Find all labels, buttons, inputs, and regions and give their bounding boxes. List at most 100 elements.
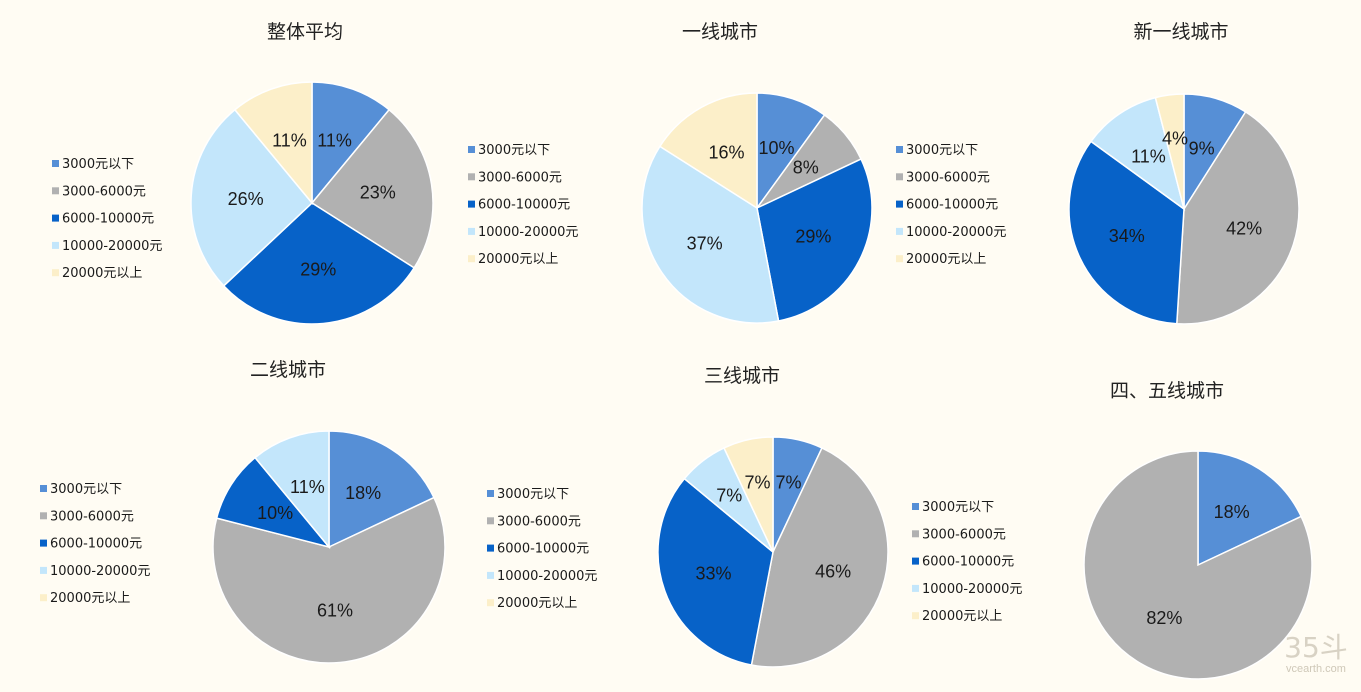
legend-swatch (912, 503, 919, 510)
legend-label: 3000-6000元 (922, 527, 1006, 542)
data-label: 33% (695, 563, 731, 583)
legends-layer: 3000元以下 3000-6000元 6000-10000元 10000-20000元… (40, 143, 1022, 624)
legend-swatch (487, 517, 494, 525)
legend: 3000元以下 3000-6000元 6000-10000元 10000-20000元… (40, 482, 150, 606)
legend-swatch (896, 227, 903, 235)
pie-chart: 10%8% 29% 37% 16% (641, 92, 873, 324)
legend-label: 10000-20000元 (50, 564, 150, 579)
chart-title: 一线城市 (682, 21, 758, 43)
legend-label: 10000-20000元 (906, 225, 1006, 240)
legend-label: 3000-6000元 (50, 509, 134, 524)
pie-slice (723, 436, 774, 553)
legend-label: 3000元以下 (497, 487, 569, 502)
pie-slice (190, 108, 314, 287)
pie-chart: 18% 82% (1083, 450, 1313, 680)
legend: 3000元以下 3000-6000元 6000-10000元 10000-20000元… (487, 487, 597, 611)
data-label: 9% (1189, 138, 1215, 158)
watermark-logo: 35斗 (1284, 631, 1348, 664)
pie-slice (1089, 96, 1186, 211)
pie-slice (215, 456, 332, 549)
data-label: 7% (716, 486, 742, 506)
legend-label: 3000-6000元 (497, 514, 581, 529)
legend-label: 3000元以下 (62, 157, 134, 172)
legend-swatch (896, 255, 903, 263)
data-label: 18% (1214, 502, 1250, 522)
data-label: 11% (317, 130, 352, 150)
legend-label: 6000-10000元 (50, 537, 142, 552)
data-label: 10% (257, 503, 293, 523)
data-label: 46% (815, 562, 851, 582)
data-label: 61% (317, 601, 353, 621)
pie-chart: 11% 23% 29% 26% 11% (190, 81, 434, 325)
legend-label: 20000元以上 (62, 266, 142, 281)
pie-slice (1154, 93, 1185, 210)
legend-swatch (468, 227, 475, 235)
legend-label: 20000元以上 (497, 596, 577, 611)
legend-swatch (912, 530, 919, 538)
data-label: 26% (228, 189, 264, 209)
legend-swatch (52, 214, 59, 222)
legend-label: 3000-6000元 (906, 170, 990, 185)
legend-label: 6000-10000元 (497, 542, 589, 557)
legend-swatch (40, 539, 47, 547)
legend-label: 10000-20000元 (62, 239, 162, 254)
legend-swatch (468, 200, 475, 208)
legend-swatch (468, 146, 475, 153)
legend: 3000元以下 3000-6000元 6000-10000元 10000-20000元… (468, 143, 578, 267)
legend-swatch (896, 200, 903, 208)
watermark: 35斗 vcearth.com (1284, 631, 1348, 675)
data-label: 42% (1226, 219, 1262, 239)
legend-swatch (40, 594, 47, 602)
legend: 3000元以下 3000-6000元 6000-10000元 10000-20000元… (52, 157, 162, 281)
legend-label: 3000元以下 (922, 500, 994, 515)
pie-slice (328, 430, 435, 549)
data-label: 11% (272, 130, 307, 150)
legend-swatch (487, 490, 494, 497)
pie-chart: 7%46%33%7%7% (657, 436, 889, 668)
legend-swatch (468, 173, 475, 181)
legend-swatch (52, 269, 59, 277)
chart-title: 四、五线城市 (1110, 380, 1224, 402)
pie-slice (222, 202, 416, 325)
data-label: 10% (759, 138, 795, 158)
data-label: 18% (345, 483, 381, 503)
pie-slice (1175, 110, 1300, 325)
legend-swatch (487, 571, 494, 579)
legend: 3000元以下 3000-6000元 6000-10000元 10000-20000元… (912, 500, 1022, 624)
legend: 3000元以下 3000-6000元 6000-10000元 10000-20000元… (896, 143, 1006, 267)
pie-slice (1083, 450, 1313, 680)
legend-swatch (52, 187, 59, 195)
pie-slice (750, 446, 889, 668)
data-label: 7% (776, 472, 802, 492)
pie-slice (657, 477, 774, 666)
legend-label: 3000-6000元 (478, 170, 562, 185)
pie-chart: 9% 42% 34% 11%4% (1068, 93, 1300, 325)
pie-slice (311, 81, 391, 206)
legend-swatch (52, 160, 59, 167)
legend-swatch (487, 544, 494, 552)
legend-swatch (912, 584, 919, 592)
data-label: 37% (687, 234, 723, 254)
legend-label: 6000-10000元 (906, 198, 998, 213)
legend-label: 6000-10000元 (478, 198, 570, 213)
pie-slice (756, 92, 826, 211)
data-label: 16% (709, 143, 745, 163)
pie-slice (212, 496, 446, 664)
legend-label: 3000-6000元 (62, 184, 146, 199)
data-label: 7% (744, 472, 770, 492)
legend-label: 6000-10000元 (922, 555, 1014, 570)
legend-label: 20000元以上 (50, 591, 130, 606)
data-label: 34% (1109, 226, 1145, 246)
data-label: 11% (1131, 147, 1166, 167)
pie-slice (1197, 450, 1303, 567)
legend-label: 10000-20000元 (478, 225, 578, 240)
pie-slice (233, 81, 313, 206)
data-label: 4% (1162, 128, 1188, 148)
pie-slice (310, 108, 434, 269)
legend-label: 20000元以上 (906, 252, 986, 267)
watermark-url: vcearth.com (1286, 663, 1346, 675)
data-label: 29% (795, 227, 831, 247)
legend-label: 6000-10000元 (62, 212, 154, 227)
data-label: 82% (1146, 608, 1182, 628)
